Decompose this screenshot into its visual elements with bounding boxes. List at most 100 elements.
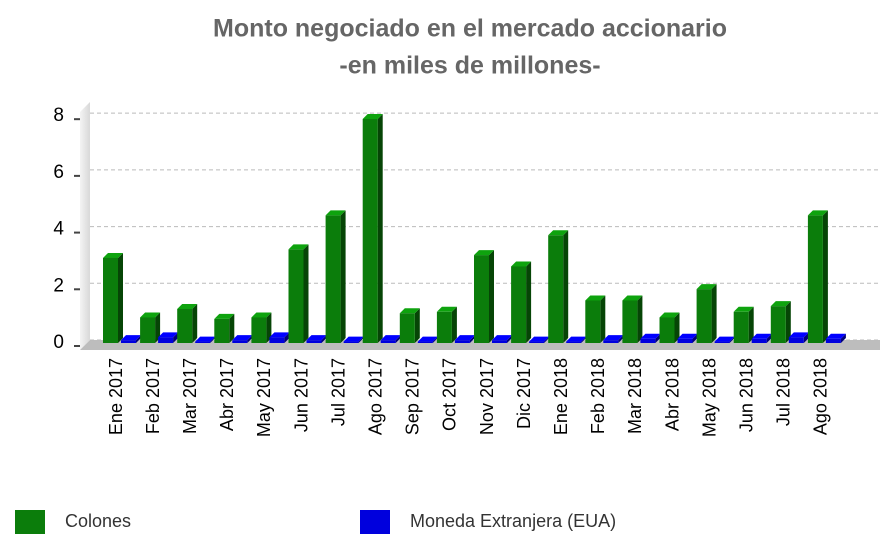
bar-side: [674, 312, 680, 343]
bar-side: [192, 303, 198, 343]
bar-side: [581, 336, 587, 343]
bar: [417, 341, 433, 343]
x-tick-label: Abr 2018: [662, 358, 682, 431]
bar-side: [840, 333, 846, 343]
bar: [195, 341, 211, 343]
bar-side: [155, 312, 161, 343]
bar-top: [733, 306, 754, 312]
bar-top: [585, 295, 606, 301]
bar: [677, 338, 693, 343]
bar-side: [377, 114, 383, 343]
bar-top: [529, 336, 550, 342]
y-tick-label: 8: [53, 105, 64, 126]
bar: [103, 257, 118, 343]
bar-top: [417, 336, 438, 342]
x-tick-label: May 2018: [699, 358, 719, 437]
chart-subtitle: -en miles de millones-: [339, 52, 600, 80]
x-tick-label: Nov 2017: [477, 358, 497, 435]
bar-side: [247, 335, 253, 343]
x-tick-label: Ene 2017: [106, 358, 126, 435]
bar: [751, 338, 767, 343]
bar: [399, 313, 415, 343]
bar: [511, 266, 527, 343]
bar-side: [618, 335, 624, 343]
bar-top: [751, 333, 772, 339]
bar-top: [343, 336, 364, 342]
bar-side: [173, 332, 179, 343]
bar: [325, 215, 341, 343]
bar-top: [622, 295, 643, 301]
bar: [770, 306, 786, 343]
bar-side: [469, 335, 475, 343]
bar-top: [399, 308, 420, 314]
bar-side: [284, 332, 290, 343]
bar-side: [395, 335, 401, 343]
x-tick-label: Ago 2017: [365, 358, 385, 435]
bar: [121, 340, 136, 343]
bar-side: [432, 336, 438, 343]
bar: [158, 337, 174, 343]
bar: [548, 235, 564, 343]
y-tick-label: 4: [53, 219, 64, 240]
bar: [659, 317, 675, 343]
y-tick-label: 0: [53, 332, 64, 353]
x-tick-label: Mar 2017: [180, 358, 200, 434]
bar-side: [451, 306, 457, 343]
y-tick-label: 2: [53, 275, 64, 296]
bar: [603, 340, 619, 343]
bar-top: [677, 333, 698, 339]
bar-top: [640, 333, 661, 339]
bar-side: [544, 336, 550, 343]
bar: [807, 215, 823, 343]
bar-side: [340, 210, 346, 343]
bar: [140, 317, 156, 343]
bar-side: [266, 312, 272, 343]
bar: [585, 300, 601, 343]
bar-side: [822, 210, 828, 343]
bar: [269, 337, 285, 343]
bar-top: [380, 335, 401, 341]
x-tick-label: Oct 2017: [440, 358, 460, 431]
x-tick-label: Jun 2018: [736, 358, 756, 432]
legend-swatch: [360, 510, 390, 534]
bar-top: [492, 335, 512, 341]
x-tick-label: May 2017: [254, 358, 274, 437]
bar: [454, 340, 470, 343]
x-tick-label: Dic 2017: [514, 358, 534, 429]
bar-side: [563, 230, 569, 343]
bar-side: [637, 295, 643, 343]
bar-side: [729, 336, 735, 343]
bar-side: [785, 301, 791, 343]
bar: [232, 340, 248, 343]
bar-side: [692, 333, 698, 343]
bar-side: [600, 295, 606, 343]
x-tick-label: Jun 2017: [291, 358, 311, 432]
bar-side: [526, 261, 532, 343]
bar-top: [454, 335, 475, 341]
bar-top: [158, 332, 179, 338]
bar-top: [214, 313, 235, 319]
x-tick-label: Sep 2017: [403, 358, 423, 435]
bar-top: [474, 250, 494, 256]
bar-side: [303, 244, 309, 343]
bar-side: [210, 336, 216, 343]
bar-side: [321, 335, 327, 343]
bar-top: [548, 230, 569, 236]
bar: [288, 249, 304, 343]
bar-top: [195, 336, 216, 342]
bar: [380, 340, 396, 343]
bar-side: [711, 284, 717, 343]
bar: [529, 341, 545, 343]
bar-top: [177, 303, 198, 309]
side-wall: [80, 102, 90, 350]
bar-top: [121, 335, 141, 341]
bar-side: [766, 333, 772, 343]
bar: [566, 341, 582, 343]
bar: [492, 340, 507, 343]
bar-top: [696, 284, 717, 290]
bar-top: [362, 114, 383, 120]
legend-label: Colones: [65, 511, 131, 531]
x-tick-label: Jul 2017: [328, 358, 348, 426]
bar: [362, 119, 378, 343]
x-tick-label: Jul 2018: [774, 358, 794, 426]
